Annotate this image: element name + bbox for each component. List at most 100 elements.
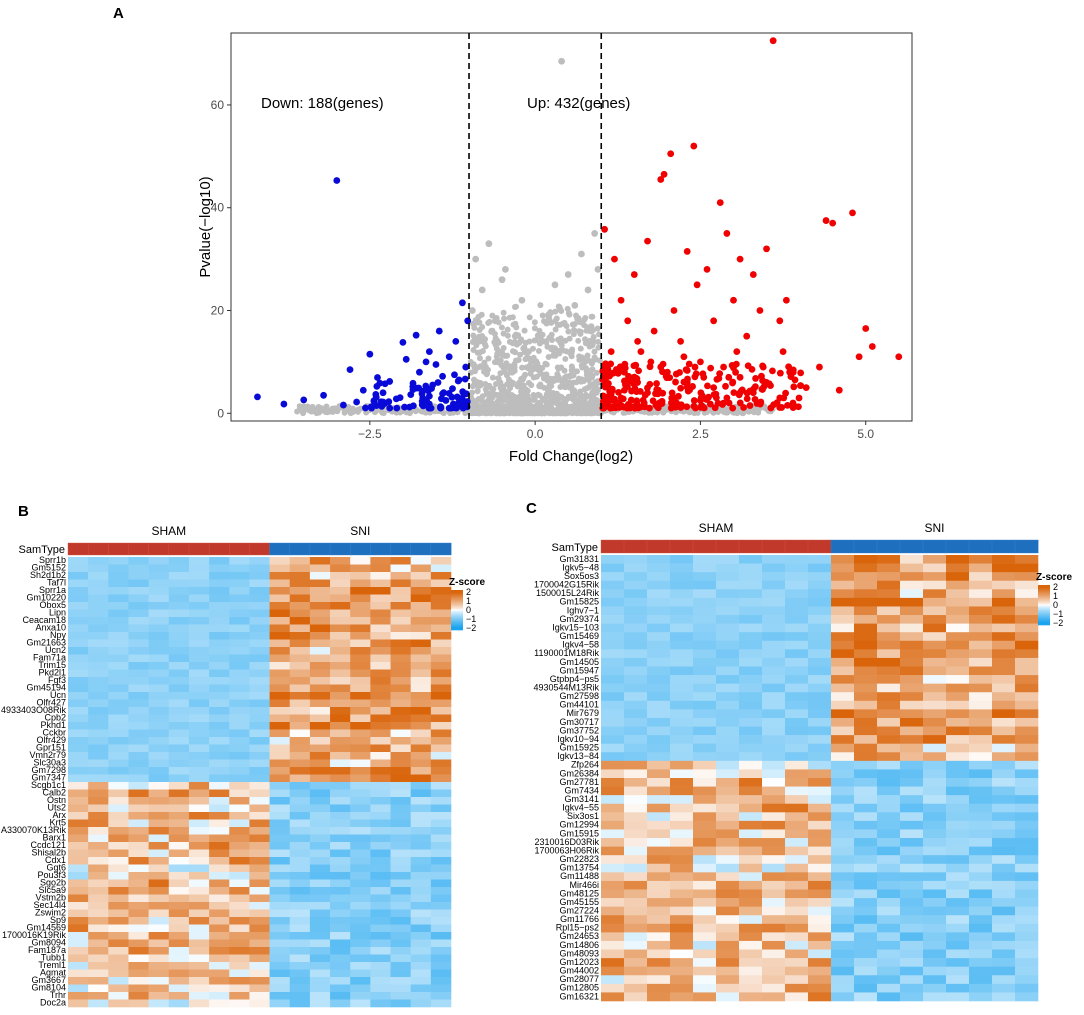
heatmap-cell bbox=[410, 692, 432, 700]
heatmap-cell bbox=[992, 906, 1016, 916]
heatmap-cell bbox=[430, 752, 452, 760]
heatmap-cell bbox=[209, 684, 230, 693]
heatmap-cell bbox=[309, 924, 331, 933]
heatmap-cell bbox=[831, 760, 855, 770]
samtype-cell bbox=[738, 539, 763, 554]
heatmap-cell bbox=[716, 983, 740, 993]
heatmap-cell bbox=[739, 778, 763, 787]
ns-point bbox=[595, 338, 602, 345]
heatmap-cell bbox=[808, 743, 832, 753]
heatmap-cell bbox=[831, 820, 855, 830]
heatmap-cell bbox=[923, 769, 947, 779]
heatmap-cell bbox=[670, 829, 694, 839]
heatmap-cell bbox=[946, 726, 970, 736]
heatmap-cell bbox=[350, 789, 371, 798]
samtype-cell bbox=[853, 539, 878, 554]
heatmap-cell bbox=[370, 677, 391, 685]
heatmap-cell bbox=[854, 632, 878, 642]
down-point bbox=[393, 404, 401, 412]
heatmap-cell bbox=[370, 579, 391, 588]
ns-point bbox=[537, 302, 544, 309]
gene-label: Ucn2 bbox=[45, 645, 66, 655]
heatmap-cell bbox=[923, 872, 947, 882]
heatmap-cell bbox=[992, 923, 1016, 933]
heatmap-cell bbox=[108, 812, 129, 820]
heatmap-cell bbox=[900, 692, 924, 702]
heatmap-cell bbox=[946, 786, 970, 796]
heatmap-cell bbox=[785, 589, 809, 599]
ns-point bbox=[476, 319, 483, 326]
heatmap-cell bbox=[946, 769, 970, 779]
heatmap-cell bbox=[946, 863, 970, 873]
ns-point bbox=[585, 376, 592, 383]
heatmap-cell bbox=[739, 812, 763, 822]
ns-point bbox=[468, 408, 475, 415]
heatmap-cell bbox=[410, 917, 432, 925]
heatmap-cell bbox=[128, 834, 149, 843]
ns-point bbox=[535, 348, 542, 355]
heatmap-cell bbox=[624, 812, 648, 822]
heatmap-cell bbox=[716, 683, 740, 693]
heatmap-cell bbox=[309, 909, 331, 918]
heatmap-cell bbox=[1015, 872, 1039, 882]
gene-label: Olfr427 bbox=[36, 698, 66, 708]
heatmap-cell bbox=[330, 849, 351, 858]
up-point bbox=[600, 397, 607, 405]
heatmap-cell bbox=[946, 657, 970, 667]
heatmap-cell bbox=[188, 699, 210, 708]
heatmap-cell bbox=[229, 564, 250, 573]
heatmap-cell bbox=[330, 759, 351, 768]
samtype-cell bbox=[830, 539, 855, 554]
heatmap-cell bbox=[289, 864, 311, 873]
heatmap-cell bbox=[148, 579, 170, 588]
heatmap-cell bbox=[309, 737, 331, 745]
heatmap-cell bbox=[68, 894, 89, 903]
ns-point bbox=[517, 351, 524, 358]
heatmap-cell bbox=[670, 717, 694, 727]
heatmap-cell bbox=[900, 760, 924, 770]
heatmap-cell bbox=[168, 857, 190, 865]
heatmap-cell bbox=[148, 857, 170, 865]
ns-point bbox=[565, 380, 572, 387]
heatmap-cell bbox=[762, 958, 786, 967]
ns-point bbox=[576, 353, 583, 360]
heatmap-cell bbox=[877, 975, 901, 985]
heatmap-cell bbox=[601, 838, 625, 847]
heatmap-cell bbox=[716, 700, 740, 710]
heatmap-cell bbox=[148, 977, 170, 985]
heatmap-cell bbox=[350, 947, 371, 955]
ns-point bbox=[589, 405, 596, 412]
group-label-sni: SNI bbox=[924, 521, 944, 535]
heatmap-cell bbox=[330, 909, 351, 918]
heatmap-cell bbox=[249, 977, 270, 985]
heatmap-cell bbox=[410, 827, 432, 835]
legend-swatch bbox=[451, 607, 463, 609]
heatmap-cell bbox=[410, 947, 432, 955]
samtype-cell bbox=[208, 542, 230, 556]
heatmap-cell bbox=[350, 857, 371, 865]
heatmap-cell bbox=[330, 684, 351, 693]
heatmap-cell bbox=[390, 587, 411, 595]
heatmap-cell bbox=[900, 675, 924, 684]
heatmap-cell bbox=[249, 812, 270, 820]
heatmap-cell bbox=[350, 684, 371, 693]
heatmap-cell bbox=[249, 872, 270, 880]
heatmap-cell bbox=[900, 889, 924, 899]
legend-swatch bbox=[1038, 585, 1050, 587]
heatmap-cell bbox=[693, 803, 717, 813]
heatmap-cell bbox=[430, 662, 452, 670]
heatmap-cell bbox=[900, 880, 924, 890]
gene-label: Gm7298 bbox=[31, 765, 66, 775]
heatmap-cell bbox=[601, 580, 625, 590]
heatmap-cell bbox=[946, 760, 970, 770]
ns-point bbox=[520, 397, 527, 404]
down-point bbox=[366, 350, 374, 358]
heatmap-cell bbox=[309, 797, 331, 805]
heatmap-cell bbox=[249, 707, 270, 715]
heatmap-cell bbox=[370, 992, 391, 1000]
heatmap-cell bbox=[670, 563, 694, 573]
heatmap-cell bbox=[108, 722, 129, 730]
heatmap-cell bbox=[209, 699, 230, 708]
heatmap-cell bbox=[992, 803, 1016, 813]
up-point bbox=[795, 394, 803, 402]
